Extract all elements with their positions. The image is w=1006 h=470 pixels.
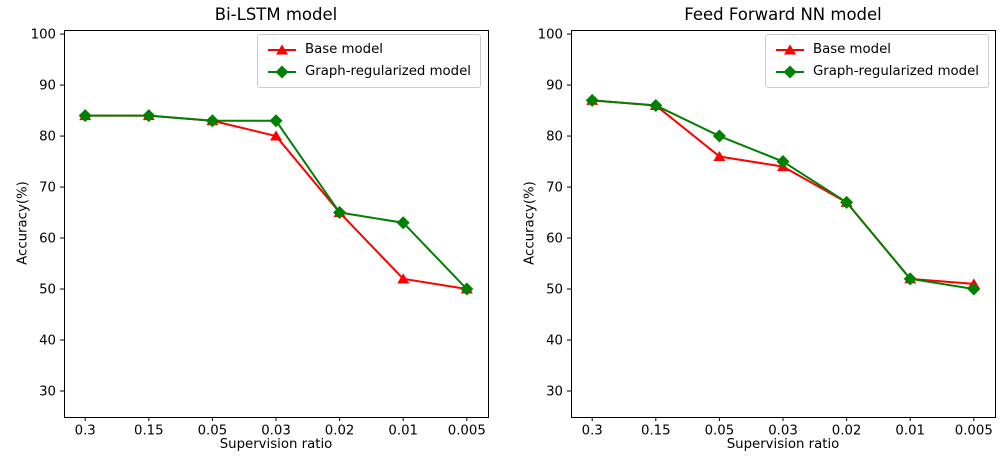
svg-text:0.005: 0.005	[448, 424, 486, 439]
graph-regularized-model-series	[78, 109, 474, 296]
axes-frame	[571, 30, 996, 418]
legend-entry-base-model: Base model	[775, 42, 979, 58]
x-tick-labels: 0.3 0.15 0.05 0.03 0.02 0.01 0.005	[75, 417, 486, 439]
svg-text:100: 100	[31, 28, 56, 43]
svg-text:60: 60	[39, 232, 56, 247]
svg-text:0.005: 0.005	[955, 424, 993, 439]
right-chart-title: Feed Forward NN model	[684, 5, 882, 24]
svg-text:0.3: 0.3	[582, 424, 603, 439]
svg-text:0.3: 0.3	[75, 424, 96, 439]
svg-text:60: 60	[546, 232, 563, 247]
svg-text:80: 80	[39, 130, 56, 145]
svg-text:80: 80	[546, 130, 563, 145]
y-tick-labels: 30 40 50 60 70 80 90 100	[31, 28, 64, 400]
svg-text:50: 50	[546, 283, 563, 298]
right-y-axis-label: Accuracy(%)	[522, 181, 538, 265]
graph-regularized-model-series	[585, 93, 981, 296]
graph-regularized-line-marker-icon	[775, 64, 805, 80]
svg-text:0.03: 0.03	[768, 424, 798, 439]
axes-frame	[64, 30, 489, 418]
svg-text:0.15: 0.15	[134, 424, 164, 439]
left-y-axis-label: Accuracy(%)	[15, 181, 31, 265]
svg-text:0.02: 0.02	[832, 424, 862, 439]
svg-text:70: 70	[39, 181, 56, 196]
legend-label: Graph-regularized model	[304, 64, 471, 79]
svg-text:0.15: 0.15	[641, 424, 671, 439]
svg-text:40: 40	[39, 334, 56, 349]
x-tick-labels: 0.3 0.15 0.05 0.03 0.02 0.01 0.005	[582, 417, 993, 439]
axes-bi-lstm-model: 30 40 50 60 70 80 90 100 0.3 0.15 0.05 0.03 0.02 0.01…	[31, 28, 489, 439]
y-tick-labels: 30 40 50 60 70 80 90 100	[538, 28, 571, 400]
svg-text:90: 90	[546, 79, 563, 94]
base-model-series	[79, 110, 473, 294]
svg-text:50: 50	[39, 283, 56, 298]
svg-text:30: 30	[39, 385, 56, 400]
svg-text:30: 30	[546, 385, 563, 400]
svg-text:0.01: 0.01	[388, 424, 418, 439]
svg-text:70: 70	[546, 181, 563, 196]
right-chart-legend: Base model Graph-regularized model	[764, 34, 989, 88]
left-x-axis-label: Supervision ratio	[219, 437, 333, 452]
axes-feed-forward-nn-model: 30 40 50 60 70 80 90 100 0.3 0.15 0.05 0.03 0.02 0.01…	[538, 28, 996, 439]
legend-entry-graph-regularized-model: Graph-regularized model	[775, 64, 979, 80]
legend-label: Base model	[812, 42, 891, 57]
graph-regularized-line-marker-icon	[267, 64, 297, 80]
svg-text:0.05: 0.05	[705, 424, 735, 439]
legend-label: Base model	[304, 42, 383, 57]
base-model-line-marker-icon	[267, 42, 297, 58]
legend-entry-graph-regularized-model: Graph-regularized model	[267, 64, 471, 80]
svg-text:40: 40	[546, 334, 563, 349]
legend-label: Graph-regularized model	[812, 64, 979, 79]
svg-text:0.01: 0.01	[895, 424, 925, 439]
left-chart-legend: Base model Graph-regularized model	[256, 34, 481, 88]
svg-text:100: 100	[538, 28, 563, 43]
svg-text:0.02: 0.02	[325, 424, 355, 439]
right-x-axis-label: Supervision ratio	[726, 437, 840, 452]
svg-text:90: 90	[39, 79, 56, 94]
base-model-series	[586, 94, 980, 289]
svg-text:0.05: 0.05	[198, 424, 228, 439]
base-model-line-marker-icon	[775, 42, 805, 58]
svg-text:0.03: 0.03	[261, 424, 291, 439]
legend-entry-base-model: Base model	[267, 42, 471, 58]
left-chart-title: Bi-LSTM model	[214, 5, 338, 24]
